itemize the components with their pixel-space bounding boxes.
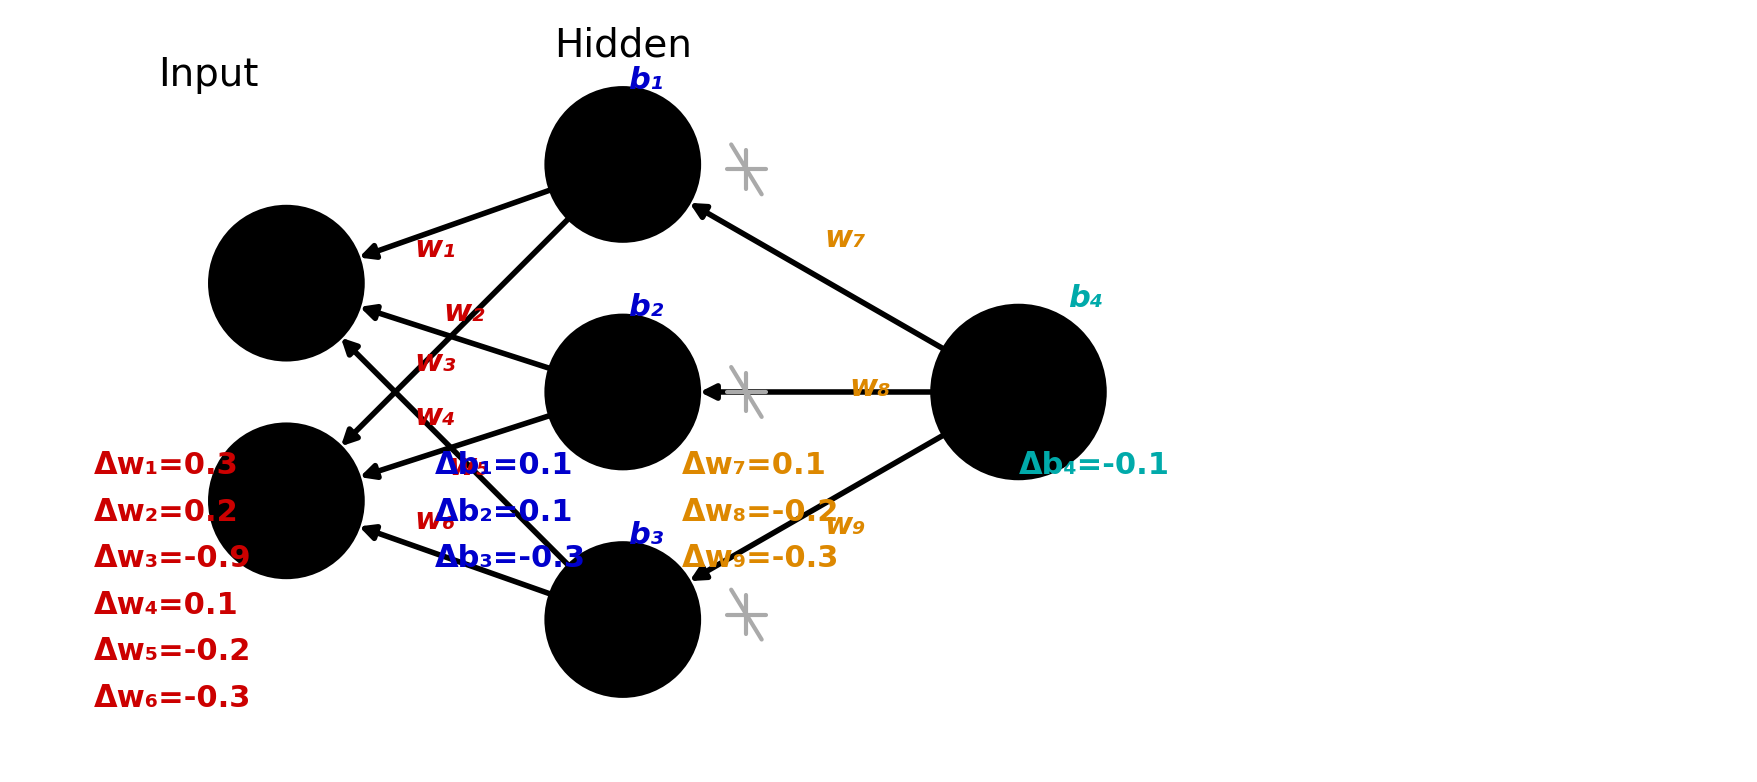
Text: w₉: w₉ bbox=[824, 511, 866, 540]
Text: Δb₂=0.1: Δb₂=0.1 bbox=[434, 498, 573, 527]
Text: Δw₄=0.1: Δw₄=0.1 bbox=[93, 591, 239, 620]
Text: b₃: b₃ bbox=[627, 521, 662, 550]
Text: Hidden: Hidden bbox=[553, 27, 691, 65]
Text: w₂: w₂ bbox=[443, 299, 485, 328]
Text: Δb₄=-0.1: Δb₄=-0.1 bbox=[1017, 451, 1168, 480]
Text: b₂: b₂ bbox=[627, 293, 662, 322]
Text: w₈: w₈ bbox=[849, 372, 891, 401]
Text: b₁: b₁ bbox=[627, 66, 662, 95]
Circle shape bbox=[213, 209, 360, 357]
Text: Δw₇=0.1: Δw₇=0.1 bbox=[682, 451, 826, 480]
Text: Δw₉=-0.3: Δw₉=-0.3 bbox=[682, 544, 840, 573]
Text: Δw₂=0.2: Δw₂=0.2 bbox=[93, 498, 239, 527]
Circle shape bbox=[213, 427, 360, 575]
Circle shape bbox=[548, 317, 696, 466]
Text: w₃: w₃ bbox=[415, 348, 455, 377]
Text: w₆: w₆ bbox=[415, 506, 455, 535]
Text: Δb₁=0.1: Δb₁=0.1 bbox=[434, 451, 573, 480]
Text: w₄: w₄ bbox=[415, 402, 455, 431]
Text: Δw₃=-0.9: Δw₃=-0.9 bbox=[93, 544, 251, 573]
Text: Input: Input bbox=[158, 56, 258, 95]
Text: w₅: w₅ bbox=[448, 452, 490, 481]
Text: w₇: w₇ bbox=[824, 224, 866, 253]
Text: Δb₃=-0.3: Δb₃=-0.3 bbox=[434, 544, 585, 573]
Circle shape bbox=[548, 545, 696, 694]
Text: Δw₆=-0.3: Δw₆=-0.3 bbox=[93, 683, 251, 713]
Circle shape bbox=[548, 90, 696, 239]
Circle shape bbox=[935, 308, 1102, 476]
Text: Δw₅=-0.2: Δw₅=-0.2 bbox=[93, 637, 251, 666]
Text: Δw₁=0.3: Δw₁=0.3 bbox=[93, 451, 239, 480]
Text: b₄: b₄ bbox=[1066, 284, 1103, 313]
Text: Δw₈=-0.2: Δw₈=-0.2 bbox=[682, 498, 840, 527]
Text: w₁: w₁ bbox=[415, 234, 455, 263]
